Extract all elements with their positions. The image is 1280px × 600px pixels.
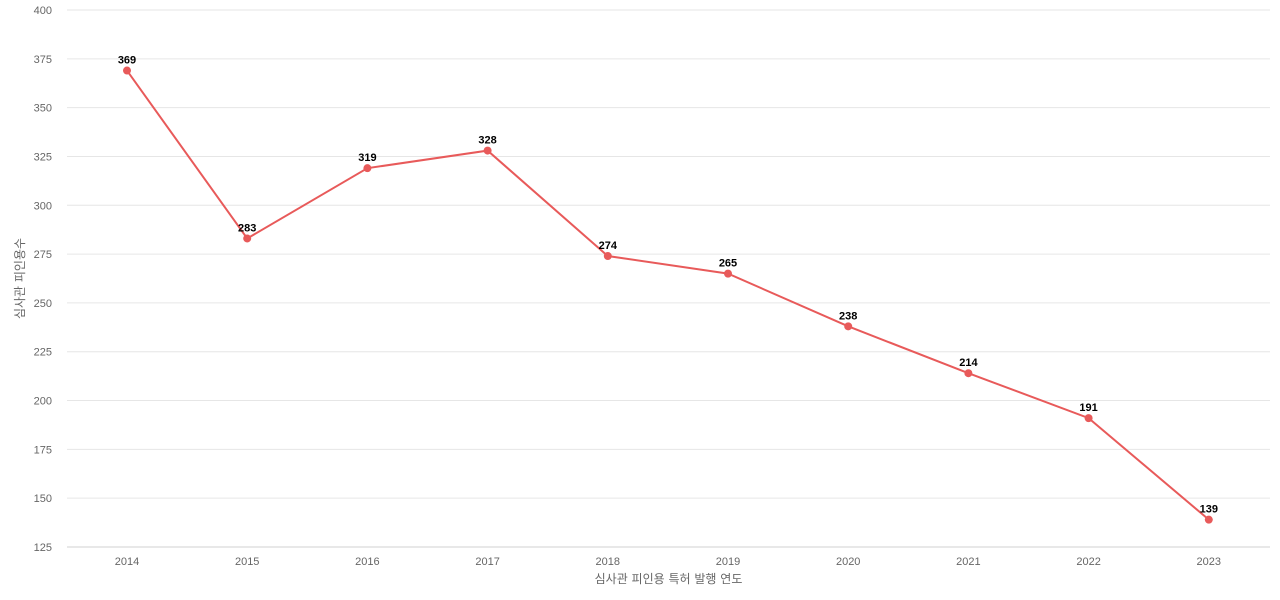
data-point-2016: [363, 164, 372, 173]
data-point-2022: [1084, 414, 1093, 423]
x-axis-title: 심사관 피인용 특허 발행 연도: [595, 571, 743, 586]
x-tick-label: 2017: [475, 556, 499, 568]
y-tick-label: 375: [34, 54, 52, 66]
data-label-2022: 191: [1079, 402, 1097, 414]
y-axis-title: 심사관 피인용수: [13, 238, 27, 319]
x-tick-label: 2021: [956, 556, 980, 568]
x-tick-label: 2020: [836, 556, 860, 568]
y-tick-label: 175: [34, 444, 52, 456]
y-tick-label: 400: [34, 5, 52, 17]
y-tick-label: 300: [34, 200, 52, 212]
data-point-2020: [844, 322, 853, 331]
data-point-2019: [724, 269, 732, 278]
data-label-2014: 369: [118, 55, 136, 67]
data-points: [123, 66, 1213, 524]
y-tick-label: 225: [34, 347, 52, 359]
data-label-2018: 274: [599, 240, 618, 252]
data-point-2014: [123, 66, 131, 75]
x-tick-label: 2016: [355, 556, 379, 568]
x-tick-label: 2015: [235, 556, 259, 568]
y-tick-label: 325: [34, 151, 52, 163]
x-tick-label: 2019: [716, 556, 740, 568]
y-tick-label: 150: [34, 493, 52, 505]
y-axis-ticks: 125 150 175 200 225 250 275 300 325 350 375 400: [34, 5, 52, 554]
data-label-2021: 214: [959, 357, 978, 369]
data-label-2020: 238: [839, 310, 857, 322]
series-line: [126, 69, 1210, 521]
x-axis-ticks: 2014 2015 2016 2017 2018 2019 2020 2021 2022 2023: [115, 556, 1221, 568]
y-tick-label: 250: [34, 298, 52, 310]
x-tick-label: 2022: [1076, 556, 1100, 568]
data-point-2015: [243, 234, 252, 243]
x-tick-label: 2018: [596, 556, 620, 568]
y-tick-label: 350: [34, 103, 52, 115]
data-label-2016: 319: [358, 152, 376, 164]
data-point-2017: [483, 146, 492, 155]
y-tick-label: 125: [34, 542, 52, 554]
data-point-2018: [603, 252, 612, 261]
y-tick-label: 275: [34, 249, 52, 261]
data-label-2019: 265: [719, 258, 737, 270]
data-label-2017: 328: [478, 135, 496, 147]
data-labels: 369 283 319 328 274 265 238 214 191 139: [118, 55, 1218, 516]
data-label-2015: 283: [238, 222, 256, 234]
gridlines: [67, 9, 1270, 499]
data-point-2023: [1204, 515, 1213, 524]
data-label-2023: 139: [1200, 504, 1218, 516]
y-tick-label: 200: [34, 396, 52, 408]
x-tick-label: 2014: [115, 556, 139, 568]
x-tick-label: 2023: [1197, 556, 1221, 568]
data-point-2021: [964, 369, 973, 378]
